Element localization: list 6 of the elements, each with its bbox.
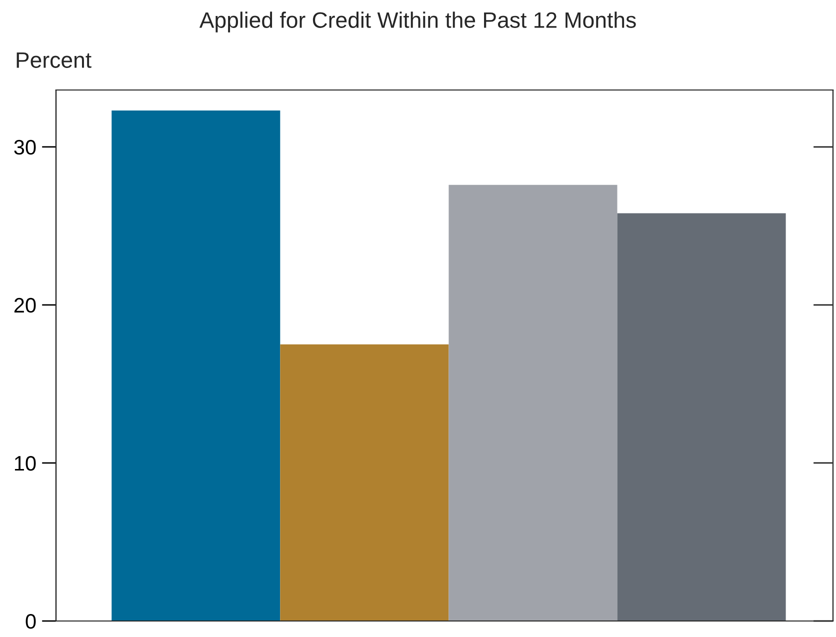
y-tick-label: 20 bbox=[14, 298, 36, 313]
y-axis-title: Percent bbox=[16, 52, 92, 68]
y-tick-label: 30 bbox=[14, 140, 36, 155]
y-tick-label: 10 bbox=[14, 456, 36, 471]
chart-title: Applied for Credit Within the Past 12 Months bbox=[199, 12, 636, 32]
y-tick-label: 0 bbox=[26, 614, 36, 629]
